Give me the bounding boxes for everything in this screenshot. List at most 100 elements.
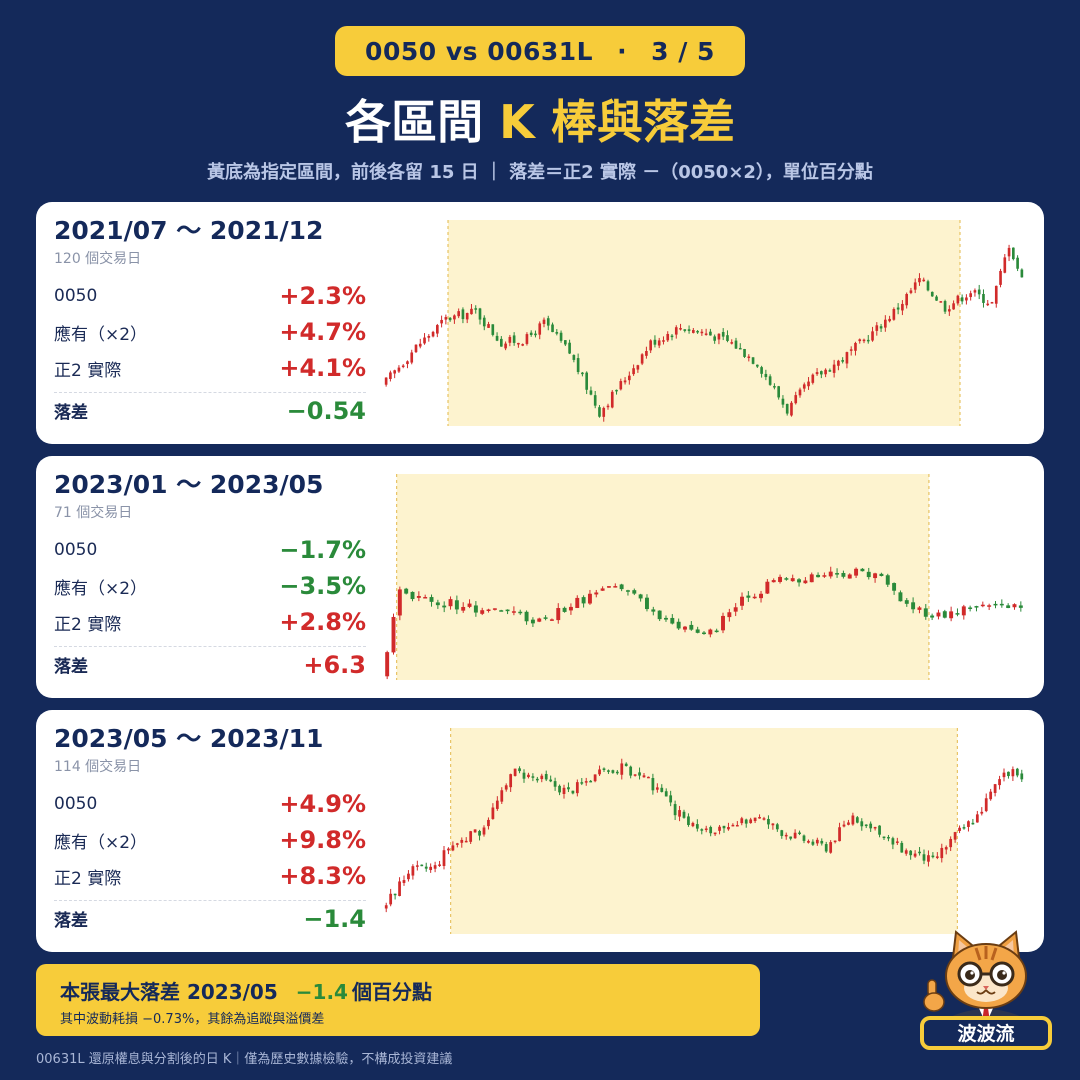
candlestick [581, 371, 584, 377]
candlestick [942, 609, 947, 619]
comparison-label: 0050 vs 00631L [365, 36, 594, 66]
stat-row-0050: 0050 −1.7% [54, 532, 366, 568]
candlestick [398, 877, 401, 897]
candlestick [955, 608, 960, 617]
candlestick [1015, 767, 1019, 778]
candlestick [784, 832, 788, 840]
candlestick [904, 848, 908, 856]
candlestick [495, 332, 499, 342]
candlestick [820, 838, 824, 846]
candlestick [765, 579, 770, 595]
candlestick [727, 822, 730, 831]
candlestick [753, 817, 757, 824]
candlestick [534, 330, 537, 338]
candlestick [384, 377, 388, 387]
candlestick [895, 837, 899, 845]
candlestick [798, 387, 802, 398]
candlestick [549, 775, 553, 783]
candlestick [457, 308, 460, 319]
candlestick [657, 610, 662, 622]
candlestick [542, 317, 546, 328]
candlestick [802, 834, 806, 844]
page-title: 各區間 K 棒與落差 [0, 92, 1080, 152]
candlestick [702, 630, 706, 635]
gap-label: 落差 [54, 911, 88, 931]
candlestick [773, 383, 776, 390]
candlestick [594, 589, 599, 598]
candlestick [746, 591, 751, 602]
stat-row-actual: 正2 實際 +2.8% [54, 604, 366, 640]
candlestick [892, 307, 896, 321]
candlestick [858, 338, 862, 344]
candlestick [923, 604, 928, 620]
trading-days: 120 個交易日 [54, 251, 142, 267]
candlestick [807, 377, 810, 390]
summary-note: 其中波動耗損 −0.73%，其餘為追蹤與溢價差 [60, 1012, 325, 1027]
candlestick [930, 291, 934, 297]
candlestick [731, 823, 735, 827]
candlestick [598, 405, 601, 418]
candlestick [429, 594, 434, 607]
period-range: 2023/01 ～ 2023/05 [54, 470, 324, 499]
candlestick [576, 353, 580, 375]
stat-value: −3.5% [279, 572, 366, 600]
candlestick [625, 589, 630, 596]
candlestick [781, 395, 785, 408]
candlestick [855, 816, 859, 824]
candlestick [842, 820, 846, 828]
candlestick [1007, 244, 1011, 262]
candlestick [1012, 603, 1017, 610]
candlestick [433, 861, 437, 873]
disclaimer-footer: 00631L 還原權息與分割後的日 K｜僅為歷史數據檢驗，不構成投資建議 [36, 1052, 453, 1067]
candlestick [448, 596, 453, 610]
candlestick [721, 612, 725, 634]
candlestick [642, 772, 646, 778]
candlestick [807, 839, 810, 844]
candlestick [522, 769, 526, 783]
candlestick [727, 608, 732, 622]
candlestick [411, 864, 415, 880]
candlestick [632, 588, 637, 596]
candlestick [401, 364, 405, 369]
candlestick [815, 837, 819, 846]
candlestick [974, 605, 979, 612]
candlestick [467, 599, 472, 609]
candlestick [935, 295, 938, 301]
candlestick [718, 825, 721, 835]
candlestick [500, 787, 504, 805]
candlestick [429, 863, 433, 873]
candlestick [798, 830, 801, 836]
candlestick [431, 330, 435, 338]
candlestick [683, 625, 687, 633]
brand-name: 波波流 [957, 1022, 1014, 1045]
stat-value: +2.3% [279, 282, 366, 310]
stat-label: 正2 實際 [54, 360, 122, 381]
candlestick [837, 359, 840, 371]
stat-row-0050: 0050 +4.9% [54, 786, 366, 822]
candlestick [610, 390, 614, 409]
gap-value: +6.3 [303, 650, 366, 679]
candlestick [673, 800, 677, 821]
candlestick [676, 618, 681, 631]
candlestick [758, 814, 761, 819]
candlestick [935, 852, 939, 860]
candlestick [491, 803, 495, 820]
candlestick [632, 364, 635, 376]
candlestick [968, 605, 973, 612]
candlestick [562, 606, 567, 613]
candlestick [752, 593, 757, 599]
candlestick [531, 773, 535, 782]
candlestick [931, 852, 935, 859]
candlestick [415, 860, 419, 871]
candlestick [832, 359, 836, 378]
candlestick [451, 841, 455, 852]
candlestick [558, 784, 561, 796]
stat-label: 正2 實際 [54, 614, 122, 635]
candlestick [651, 773, 655, 795]
page-indicator-pill: 0050 vs 00631L · 3 / 5 [335, 26, 745, 76]
candlestick [435, 599, 440, 609]
candlestick [461, 602, 466, 613]
stat-label: 0050 [54, 540, 98, 560]
candlestick [602, 406, 606, 422]
candlestick [513, 768, 517, 777]
